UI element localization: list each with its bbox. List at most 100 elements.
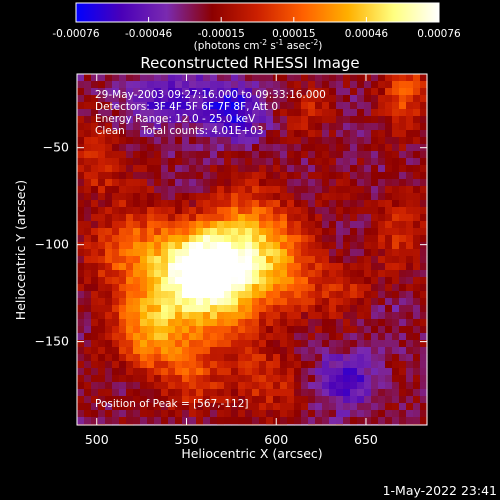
heatmap-cell [224, 270, 232, 278]
heatmap-cell [315, 95, 323, 103]
heatmap-cell [266, 88, 274, 96]
heatmap-cell [196, 88, 204, 96]
heatmap-cell [217, 116, 225, 124]
heatmap-cell [322, 249, 330, 257]
heatmap-cell [217, 347, 225, 355]
heatmap-cell [392, 130, 400, 138]
heatmap-cell [238, 340, 246, 348]
heatmap-cell [343, 403, 351, 411]
heatmap-cell [189, 172, 197, 180]
heatmap-cell [343, 319, 351, 327]
heatmap-cell [280, 410, 288, 418]
heatmap-cell [119, 228, 127, 236]
heatmap-cell [175, 340, 183, 348]
heatmap-cell [399, 179, 407, 187]
heatmap-cell [154, 389, 162, 397]
heatmap-cell [287, 389, 295, 397]
heatmap-cell [77, 298, 85, 306]
heatmap-cell [322, 242, 330, 250]
heatmap-cell [273, 179, 281, 187]
heatmap-cell [420, 221, 428, 229]
heatmap-cell [182, 81, 190, 89]
heatmap-cell [147, 81, 155, 89]
heatmap-cell [392, 214, 400, 222]
heatmap-cell [350, 116, 358, 124]
heatmap-cell [371, 333, 379, 341]
heatmap-cell [329, 74, 337, 82]
heatmap-cell [350, 333, 358, 341]
heatmap-cell [371, 151, 379, 159]
heatmap-cell [273, 270, 281, 278]
heatmap-cell [168, 221, 176, 229]
heatmap-cell [294, 277, 302, 285]
heatmap-cell [196, 319, 204, 327]
heatmap-cell [252, 291, 260, 299]
heatmap-cell [399, 389, 407, 397]
heatmap-cell [413, 375, 421, 383]
heatmap-cell [259, 200, 267, 208]
heatmap-cell [364, 81, 372, 89]
heatmap-cell [105, 382, 113, 390]
heatmap-cell [91, 270, 99, 278]
heatmap-cell [378, 116, 386, 124]
heatmap-cell [343, 123, 351, 131]
heatmap-cell [406, 382, 414, 390]
heatmap-cell [168, 340, 176, 348]
heatmap-cell [364, 263, 372, 271]
heatmap-cell [287, 186, 295, 194]
heatmap-cell [98, 151, 106, 159]
heatmap-cell [217, 270, 225, 278]
heatmap-cell [392, 81, 400, 89]
heatmap-cell [329, 319, 337, 327]
heatmap-cell [210, 88, 218, 96]
heatmap-cell [371, 109, 379, 117]
heatmap-cell [280, 242, 288, 250]
heatmap-cell [154, 249, 162, 257]
heatmap-cell [280, 228, 288, 236]
heatmap-cell [301, 207, 309, 215]
heatmap-cell [343, 193, 351, 201]
heatmap-cell [196, 123, 204, 131]
heatmap-cell [182, 207, 190, 215]
heatmap-cell [413, 151, 421, 159]
heatmap-cell [266, 214, 274, 222]
heatmap-cell [329, 186, 337, 194]
heatmap-cell [168, 158, 176, 166]
heatmap-cell [343, 368, 351, 376]
heatmap-cell [406, 270, 414, 278]
heatmap-cell [91, 109, 99, 117]
heatmap-cell [154, 95, 162, 103]
heatmap-cell [371, 284, 379, 292]
heatmap-cell [364, 193, 372, 201]
heatmap-cell [420, 263, 428, 271]
heatmap-cell [308, 361, 316, 369]
heatmap-cell [231, 81, 239, 89]
heatmap-cell [175, 305, 183, 313]
heatmap-cell [217, 130, 225, 138]
heatmap-cell [112, 172, 120, 180]
heatmap-cell [294, 410, 302, 418]
heatmap-cell [175, 116, 183, 124]
heatmap-cell [350, 81, 358, 89]
heatmap-cell [371, 186, 379, 194]
heatmap-cell [182, 172, 190, 180]
heatmap-cell [154, 312, 162, 320]
heatmap-cell [294, 179, 302, 187]
heatmap-cell [371, 242, 379, 250]
heatmap-cell [126, 74, 134, 82]
heatmap-cell [336, 158, 344, 166]
heatmap-cell [175, 249, 183, 257]
heatmap-cell [385, 109, 393, 117]
heatmap-cell [322, 347, 330, 355]
heatmap-cell [280, 319, 288, 327]
heatmap-cell [168, 256, 176, 264]
heatmap-cell [210, 158, 218, 166]
heatmap-cell [154, 172, 162, 180]
heatmap-cell [399, 74, 407, 82]
heatmap-cell [266, 102, 274, 110]
heatmap-cell [77, 179, 85, 187]
heatmap-cell [238, 277, 246, 285]
heatmap-cell [392, 151, 400, 159]
heatmap-cell [245, 361, 253, 369]
heatmap-cell [182, 109, 190, 117]
